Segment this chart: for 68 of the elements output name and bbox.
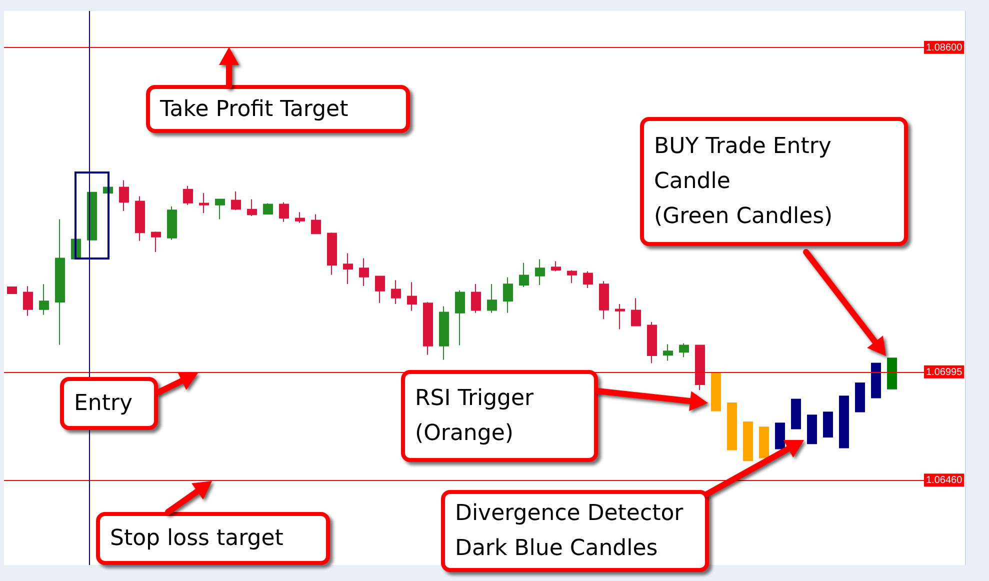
candlestick (23, 286, 33, 316)
candlestick (295, 212, 305, 224)
callout-box: BUY Trade Entry Candle (Green Candles) (640, 117, 908, 246)
callout-box: RSI Trigger (Orange) (401, 370, 598, 462)
candlestick (311, 214, 321, 234)
candlestick (791, 398, 801, 430)
candlestick (551, 260, 561, 272)
candlestick (439, 306, 449, 360)
candlestick (647, 321, 657, 364)
candlestick (455, 290, 465, 346)
candlestick (503, 276, 513, 314)
candlestick (567, 270, 577, 284)
candlestick (743, 422, 753, 462)
candlestick (615, 303, 625, 330)
candlestick (343, 252, 353, 284)
candlestick (199, 192, 209, 214)
candlestick (823, 412, 833, 438)
annotation: Stop loss target (110, 525, 284, 553)
candlestick (775, 422, 785, 450)
callout-box: Divergence Detector Dark Blue Candles (441, 490, 709, 572)
candlestick (759, 426, 769, 458)
candlestick (359, 258, 369, 286)
annotation: Divergence Detector Dark Blue Candles (455, 500, 684, 563)
y-tick-label: 1.06460 (926, 475, 963, 486)
candlestick (39, 284, 49, 316)
y-tick-label: 1.06995 (926, 366, 963, 378)
callout-box: Stop loss target (96, 512, 330, 565)
candlestick (487, 283, 497, 314)
candlestick (263, 202, 273, 214)
candlestick (327, 232, 337, 276)
candlestick (887, 358, 897, 390)
candlestick (151, 231, 161, 253)
candlestick (279, 202, 289, 222)
candlestick (535, 258, 545, 286)
candlestick (631, 298, 641, 326)
y-tick-label: 1.08600 (926, 42, 963, 54)
candlestick (167, 206, 177, 240)
callout-box: Take Profit Target (146, 85, 410, 133)
candlestick (583, 270, 593, 288)
candlestick (871, 362, 881, 398)
candlestick (807, 414, 817, 444)
candlestick (215, 198, 225, 220)
candlestick (55, 218, 65, 346)
annotation: Take Profit Target (160, 96, 348, 124)
candlestick (839, 396, 849, 448)
candlestick (135, 196, 145, 242)
candlestick (855, 382, 865, 412)
candlestick (471, 283, 481, 314)
candlestick (679, 342, 689, 358)
annotation: Entry (74, 390, 133, 418)
annotation: RSI Trigger (Orange) (415, 385, 534, 448)
candlestick (663, 344, 673, 362)
candlestick (695, 344, 705, 391)
candlestick (407, 282, 417, 312)
candlestick (727, 402, 737, 450)
callout-box: Entry (60, 377, 158, 430)
candlestick (391, 280, 401, 304)
candlestick (599, 280, 609, 320)
annotation: BUY Trade Entry Candle (Green Candles) (654, 133, 833, 231)
candlestick (119, 180, 129, 212)
candlestick (247, 198, 257, 217)
candlestick (231, 190, 241, 210)
candlestick (183, 185, 193, 206)
candlestick (519, 262, 529, 288)
candlestick (711, 372, 721, 412)
candlestick (423, 302, 433, 356)
candlestick (375, 276, 385, 304)
candlestick (7, 286, 17, 294)
